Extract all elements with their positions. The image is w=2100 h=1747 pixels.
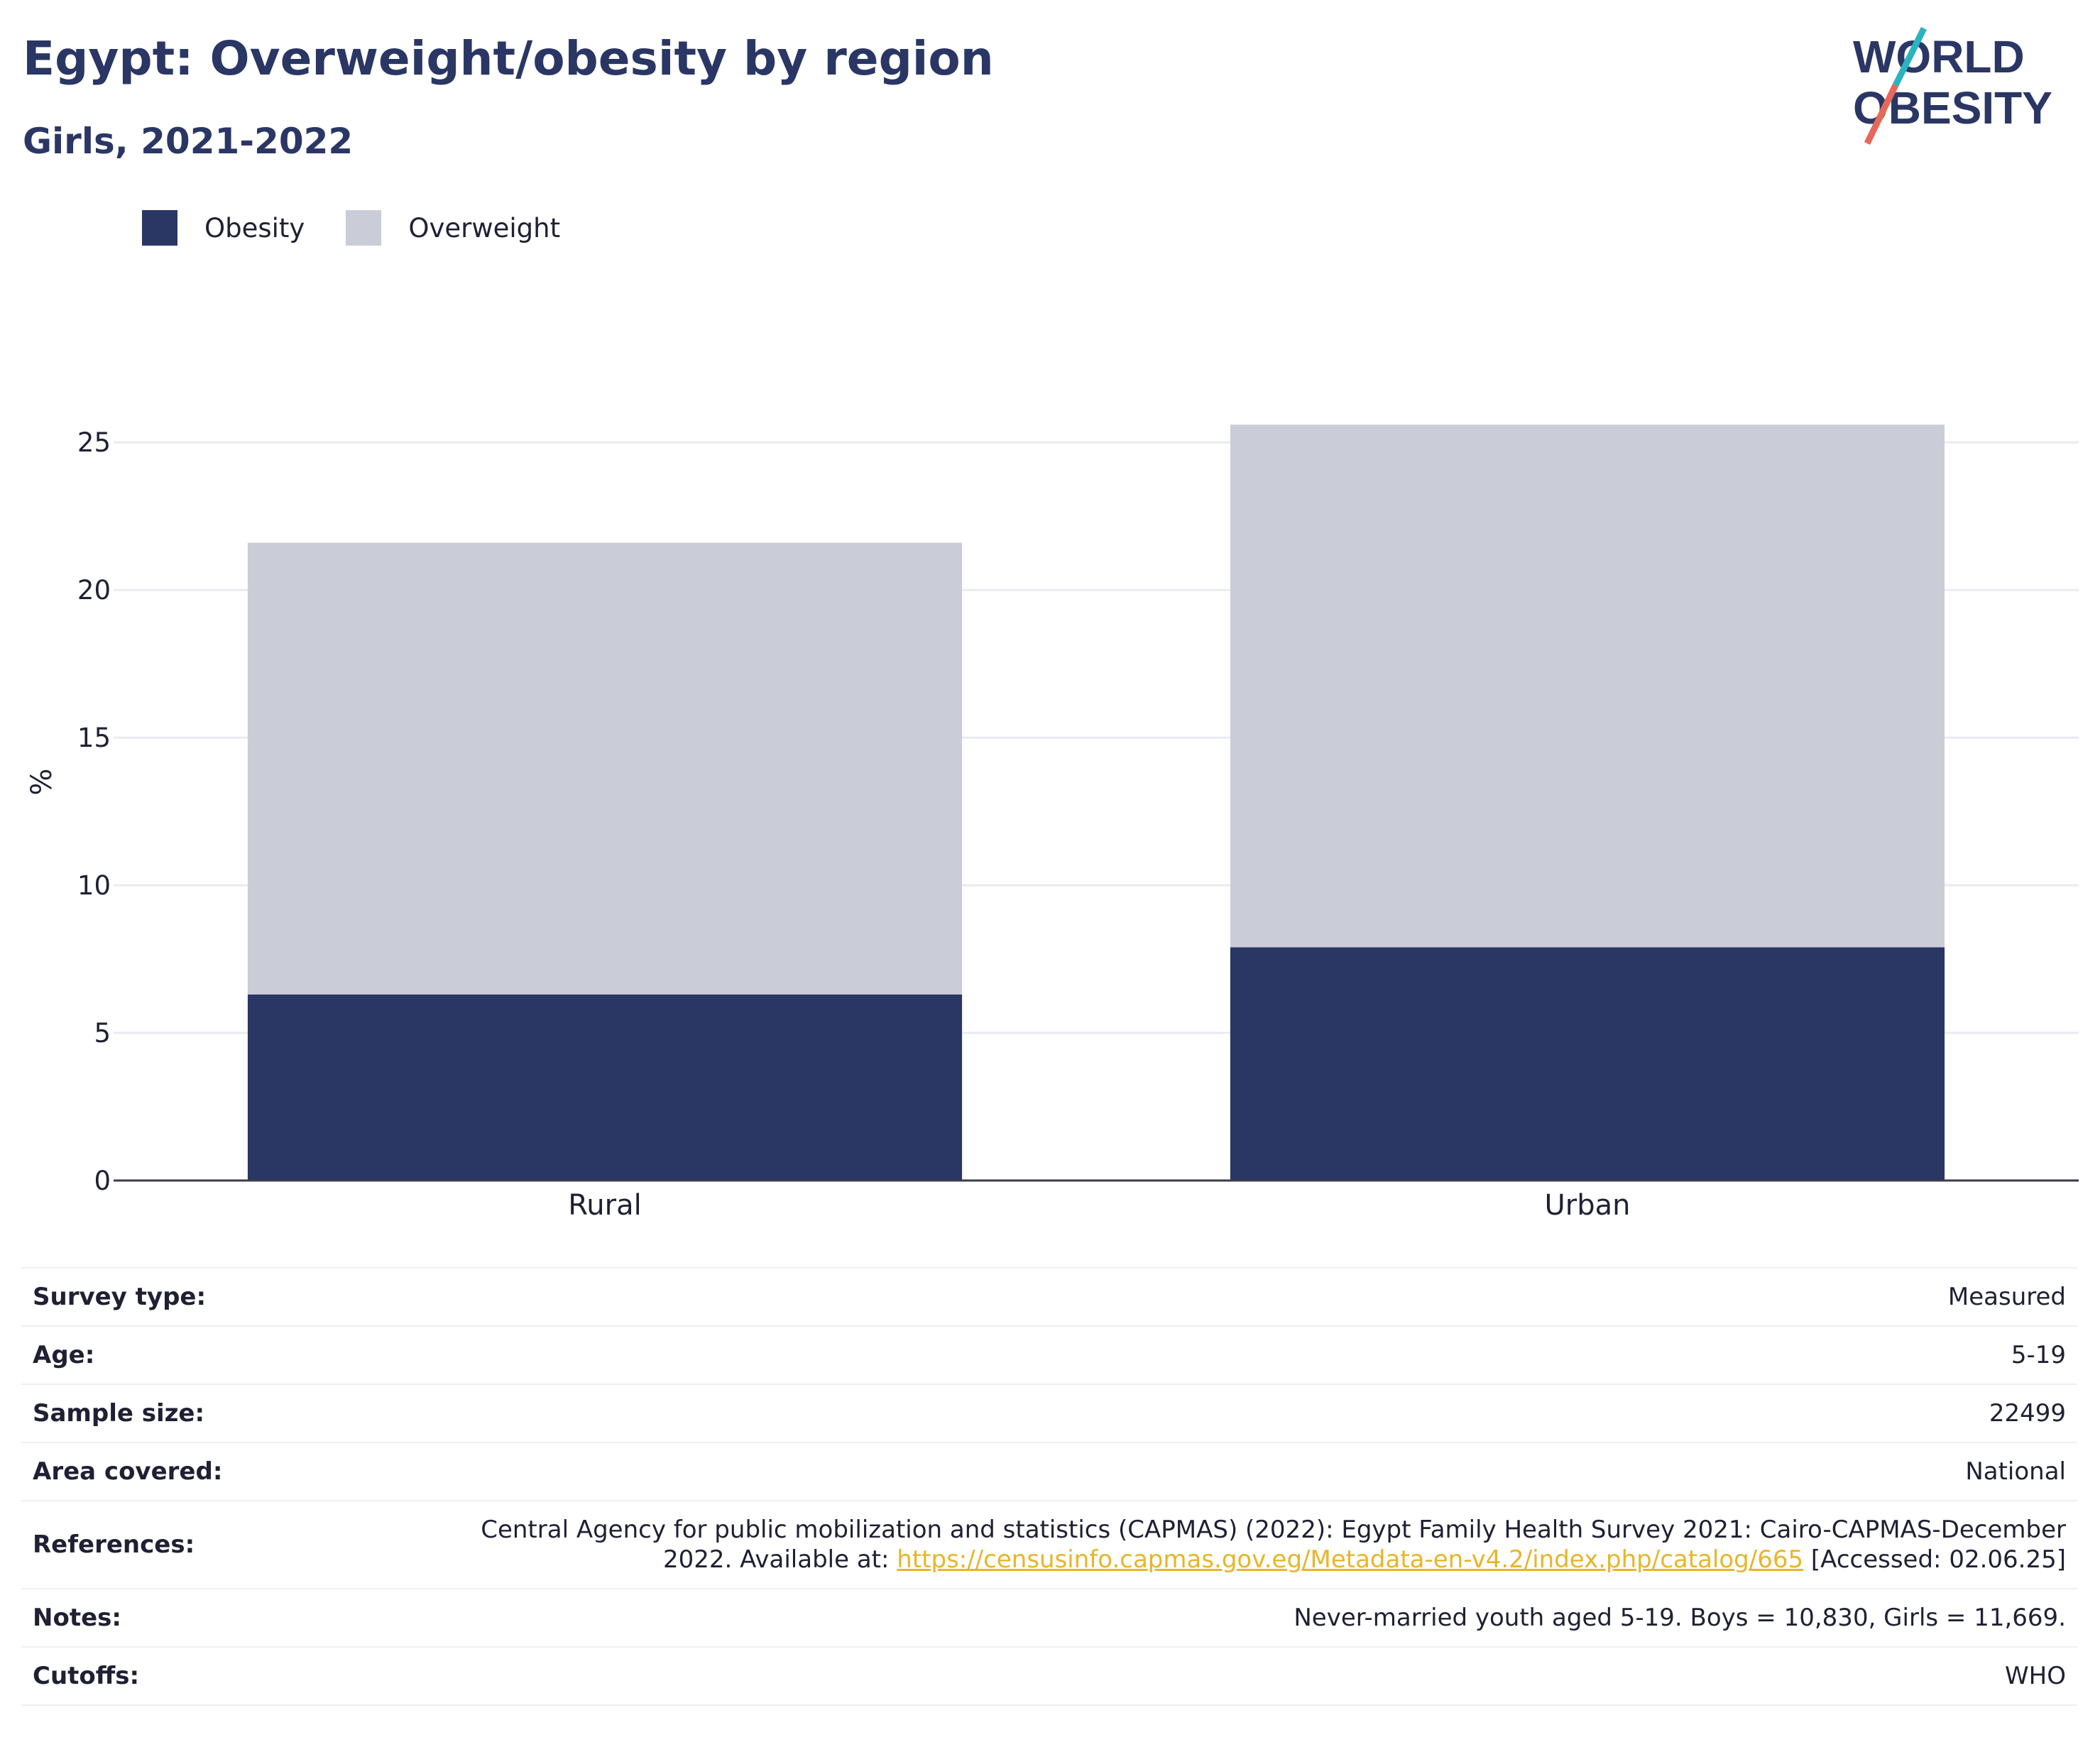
bar-obesity-urban	[1230, 947, 1945, 1181]
logo-slash-red	[1864, 84, 1899, 145]
bar-obesity-rural	[247, 994, 963, 1181]
logo-slash-teal	[1892, 26, 1927, 87]
info-label: Area covered:	[21, 1442, 442, 1501]
y-tick-label: 15	[77, 723, 111, 753]
x-tick-label: Urban	[1545, 1189, 1631, 1222]
y-axis-label: %	[26, 768, 58, 795]
reference-accessed: [Accessed: 02.06.25]	[1803, 1545, 2066, 1574]
info-value: 5-19	[442, 1325, 2077, 1385]
y-tick-label: 25	[77, 427, 111, 458]
info-label: Survey type:	[21, 1267, 442, 1327]
info-row-area: Area covered: National	[21, 1442, 2077, 1501]
x-tick-label: Rural	[568, 1189, 641, 1222]
reference-text: 2022. Available at:	[663, 1545, 897, 1574]
chart-legend: Obesity Overweight	[142, 210, 601, 246]
info-row-cutoffs: Cutoffs: WHO	[21, 1646, 2077, 1706]
info-value-references: Central Agency for public mobilization a…	[442, 1500, 2077, 1589]
legend-label-overweight: Overweight	[408, 212, 561, 243]
legend-item-obesity[interactable]: Obesity	[142, 210, 305, 246]
info-row-sample-size: Sample size: 22499	[21, 1384, 2077, 1443]
logo-text-world: WORLD	[1853, 31, 2025, 82]
reference-line-2: 2022. Available at: https://censusinfo.c…	[453, 1545, 2066, 1575]
info-row-notes: Notes: Never-married youth aged 5-19. Bo…	[21, 1588, 2077, 1648]
legend-label-obesity: Obesity	[204, 212, 305, 243]
y-tick-label: 5	[94, 1018, 111, 1048]
y-tick-label: 20	[77, 575, 111, 606]
info-value: 22499	[442, 1384, 2077, 1443]
legend-swatch-overweight	[346, 210, 382, 246]
info-row-survey-type: Survey type: Measured	[21, 1267, 2077, 1327]
info-label: Cutoffs:	[21, 1646, 442, 1706]
bar-overweight-rural	[247, 542, 963, 995]
info-value: National	[442, 1442, 2077, 1501]
reference-link[interactable]: https://censusinfo.capmas.gov.eg/Metadat…	[897, 1545, 1804, 1574]
info-row-age: Age: 5-19	[21, 1325, 2077, 1385]
info-label: Notes:	[21, 1588, 442, 1648]
survey-info-table: Survey type: Measured Age: 5-19 Sample s…	[21, 1267, 2077, 1706]
y-tick-label: 0	[94, 1166, 111, 1196]
info-label: References:	[21, 1500, 442, 1589]
y-tick-label: 10	[77, 870, 111, 901]
info-value: WHO	[442, 1646, 2077, 1706]
chart-title: Egypt: Overweight/obesity by region	[23, 31, 994, 86]
info-value: Never-married youth aged 5-19. Boys = 10…	[442, 1588, 2077, 1648]
info-label: Sample size:	[21, 1384, 442, 1443]
stacked-bar-chart: 0 5 10 15 20 25% Rural Urban	[26, 425, 2079, 1222]
info-value: Measured	[442, 1267, 2077, 1327]
world-obesity-logo: WORLD OBESITY	[1853, 26, 2052, 145]
legend-item-overweight[interactable]: Overweight	[346, 210, 560, 246]
bar-overweight-urban	[1230, 425, 1945, 948]
legend-swatch-obesity	[142, 210, 177, 246]
info-row-references: References: Central Agency for public mo…	[21, 1500, 2077, 1589]
info-label: Age:	[21, 1325, 442, 1385]
reference-line-1: Central Agency for public mobilization a…	[481, 1516, 2066, 1544]
chart-subtitle: Girls, 2021-2022	[23, 121, 354, 162]
